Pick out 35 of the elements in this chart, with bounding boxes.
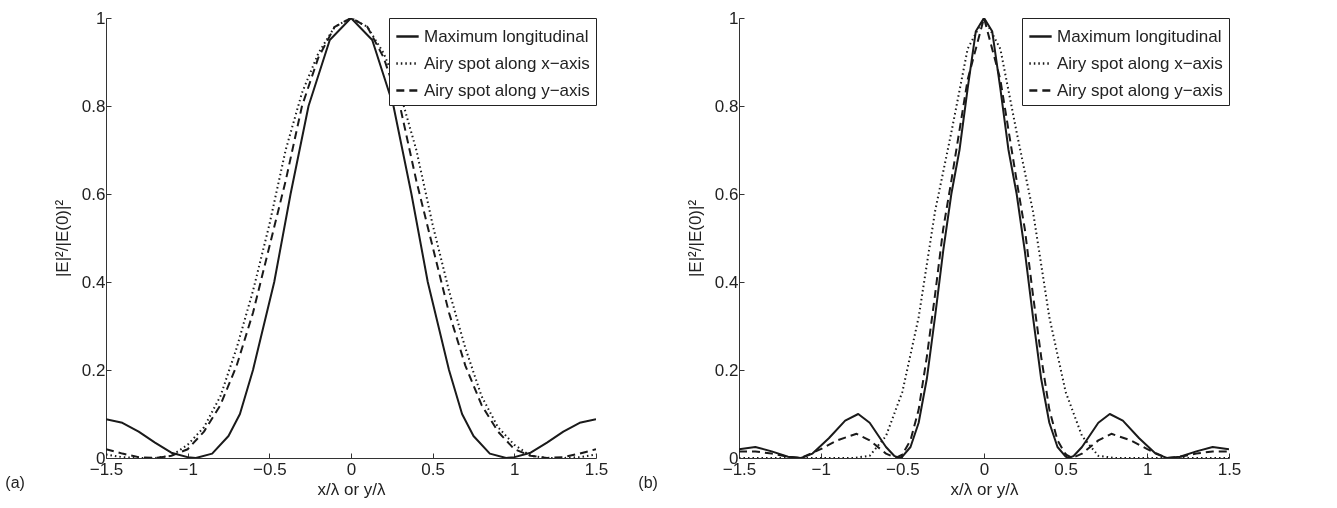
x-tick-label: −1 <box>178 459 198 479</box>
x-tick-label: 0 <box>979 459 990 479</box>
legend-label: Airy spot along y−axis <box>424 80 590 100</box>
legend-label: Maximum longitudinal <box>424 26 589 46</box>
y-axis-title: |E|²/|E(0)|² <box>52 199 72 278</box>
y-tick-label: 0.4 <box>714 272 739 292</box>
x-tick-label: 0.5 <box>1054 459 1078 479</box>
y-tick-label: 1 <box>729 8 739 28</box>
x-axis-title: x/λ or y/λ <box>317 479 386 499</box>
y-tick-label: 1 <box>96 8 106 28</box>
y-tick-label: 0.8 <box>714 96 739 116</box>
x-tick-label: −1 <box>811 459 831 479</box>
x-tick-label: −0.5 <box>886 459 920 479</box>
y-tick-label: 0.2 <box>81 360 106 380</box>
x-tick-label: 0.5 <box>421 459 445 479</box>
y-tick-label: 0.6 <box>714 184 739 204</box>
x-tick-label: 1.5 <box>1217 459 1242 479</box>
x-tick-label: 1 <box>510 459 520 479</box>
x-tick-label: 1.5 <box>584 459 609 479</box>
x-tick-label: 1 <box>1143 459 1153 479</box>
y-tick-label: 0.2 <box>714 360 739 380</box>
legend-label: Airy spot along y−axis <box>1057 80 1223 100</box>
text: (b) <box>638 474 658 491</box>
legend-label: Maximum longitudinal <box>1057 26 1222 46</box>
legend-label: Airy spot along x−axis <box>424 53 590 73</box>
x-axis-title: x/λ or y/λ <box>950 479 1019 499</box>
y-tick-label: 0.6 <box>81 184 106 204</box>
legend-label: Airy spot along x−axis <box>1057 53 1223 73</box>
y-tick-label: 0.8 <box>81 96 106 116</box>
x-tick-label: −0.5 <box>253 459 287 479</box>
x-tick-label: 0 <box>346 459 357 479</box>
y-axis-title: |E|²/|E(0)|² <box>685 199 705 278</box>
y-tick-label: 0.4 <box>81 272 106 292</box>
text: (a) <box>5 474 25 491</box>
line-series <box>106 18 596 458</box>
